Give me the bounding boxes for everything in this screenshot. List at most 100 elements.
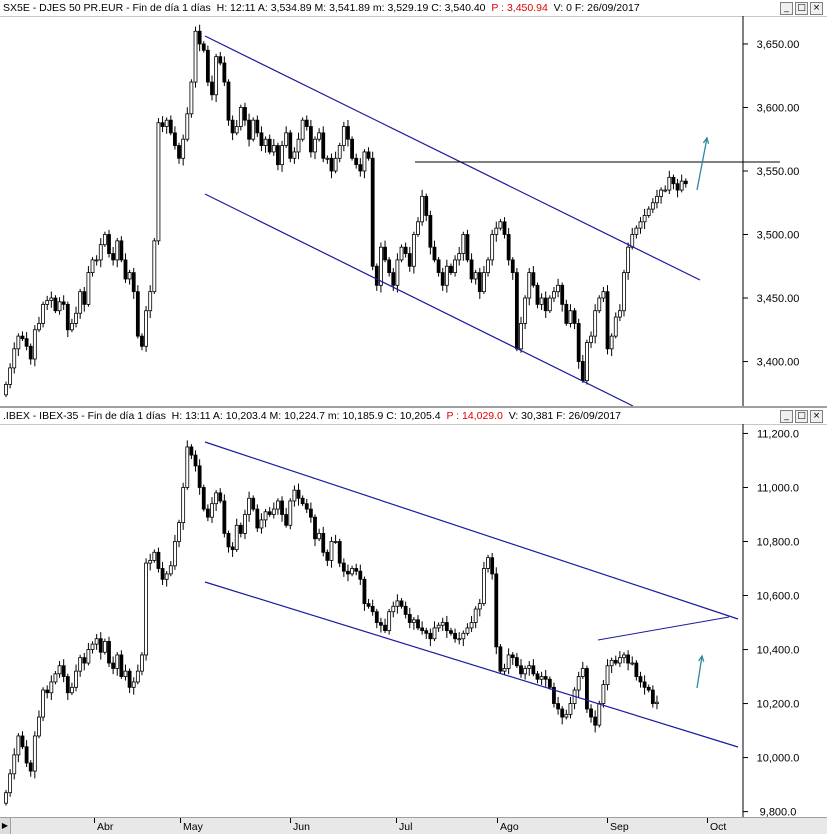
candle-body: [218, 56, 223, 64]
candle-body: [20, 735, 25, 748]
candle-body: [317, 532, 322, 540]
candle-body: [284, 514, 289, 526]
candle-body: [568, 310, 573, 324]
candle-body: [164, 573, 169, 580]
candle-body: [49, 681, 54, 694]
close-button[interactable]: ×: [810, 410, 823, 423]
maximize-button[interactable]: □: [795, 410, 808, 423]
candle-body: [539, 676, 544, 680]
candle-body: [234, 524, 239, 550]
candle-body: [473, 608, 478, 623]
candle-body: [107, 641, 111, 664]
candle-body: [12, 754, 17, 775]
candle-body: [564, 713, 569, 718]
candle-body: [428, 632, 433, 640]
candle-body: [271, 508, 276, 515]
candle-body: [276, 145, 280, 166]
candle-body: [214, 492, 219, 505]
y-tick-label: 9,800.0: [760, 807, 797, 817]
candle-body: [354, 568, 359, 572]
candle-body: [498, 221, 503, 229]
candle-body: [177, 522, 181, 542]
candle-body: [82, 291, 87, 305]
candle-body: [185, 446, 190, 488]
candle-body: [366, 603, 371, 607]
y-tick-label: 3,450.00: [757, 293, 800, 305]
candle-body: [337, 145, 342, 159]
minimize-button[interactable]: _: [780, 2, 793, 15]
y-tick-label: 3,550.00: [757, 166, 800, 178]
candle-body: [609, 335, 614, 350]
candle-body: [630, 662, 635, 665]
candle-body: [663, 189, 668, 192]
candle-body: [70, 323, 74, 331]
sx5e-panel: SX5E - DJES 50 PR.EUR - Fin de día 1 día…: [0, 0, 827, 406]
close-button[interactable]: ×: [810, 2, 823, 15]
candle-body: [123, 670, 128, 677]
candle-body: [605, 665, 610, 686]
candle-body: [358, 570, 363, 580]
candle-body: [226, 532, 231, 548]
candle-body: [556, 703, 560, 710]
candle-body: [247, 119, 251, 140]
candle-body: [61, 301, 66, 305]
candle-body: [477, 272, 482, 293]
candle-body: [572, 310, 577, 324]
candle-body: [148, 560, 153, 564]
candle-body: [148, 291, 153, 312]
ibex-title: .IBEX - IBEX-35 - Fin de día 1 días H: 1…: [3, 410, 621, 422]
candle-body: [366, 151, 371, 159]
candle-body: [263, 511, 268, 521]
candle-body: [4, 792, 8, 804]
candle-body: [317, 132, 322, 140]
candle-body: [502, 221, 507, 235]
candle-body: [346, 126, 350, 140]
candle-body: [576, 323, 581, 362]
candle-body: [486, 557, 490, 569]
candle-body: [271, 145, 276, 153]
candle-body: [135, 291, 140, 337]
candle-body: [424, 630, 429, 634]
candle-body: [498, 646, 503, 672]
candle-body: [4, 384, 8, 396]
minimize-button[interactable]: _: [780, 410, 793, 423]
candle-body: [16, 735, 21, 756]
candle-body: [383, 246, 387, 261]
candle-body: [560, 284, 565, 305]
maximize-button[interactable]: □: [795, 2, 808, 15]
candle-body: [440, 272, 445, 286]
candle-body: [24, 746, 29, 764]
candle-body: [527, 665, 532, 669]
candle-body: [461, 632, 466, 640]
month-label-may: May: [183, 821, 203, 833]
y-tick-label: 10,800.0: [757, 536, 800, 548]
candle-body: [453, 259, 457, 274]
y-tick-label: 10,400.0: [757, 645, 800, 657]
sx5e-chart[interactable]: 3,650.00 3,600.00 3,550.00 3,500.00 3,450.00…: [0, 16, 827, 406]
candle-body: [65, 303, 70, 331]
breakout-arrow: [696, 137, 708, 191]
ibex-chart[interactable]: 11,200.0 11,000.0 10,800.0 10,600.0 10,400.0…: [0, 424, 827, 817]
scroll-left-arrow-icon[interactable]: ▶: [0, 818, 11, 834]
candle-body: [411, 234, 416, 267]
candle-body: [420, 627, 425, 632]
candle-body: [585, 342, 589, 381]
panel-divider[interactable]: [0, 406, 827, 408]
ibex-title-bar: .IBEX - IBEX-35 - Fin de día 1 días H: 1…: [0, 408, 827, 425]
candle-body: [539, 297, 544, 305]
ibex-panel: .IBEX - IBEX-35 - Fin de día 1 días H: 1…: [0, 408, 827, 817]
candle-body: [444, 265, 449, 286]
trend-channel-line: [204, 441, 739, 620]
candle-body: [28, 345, 33, 360]
candle-body: [210, 81, 214, 96]
candle-body: [407, 253, 412, 267]
candle-body: [74, 670, 78, 688]
candle-body: [280, 500, 284, 515]
candle-body: [531, 665, 536, 675]
candle-body: [597, 703, 602, 726]
candle-body: [45, 689, 50, 694]
candle-body: [535, 284, 540, 305]
candle-body: [321, 132, 326, 159]
candle-body: [593, 310, 598, 337]
candle-body: [214, 56, 219, 96]
